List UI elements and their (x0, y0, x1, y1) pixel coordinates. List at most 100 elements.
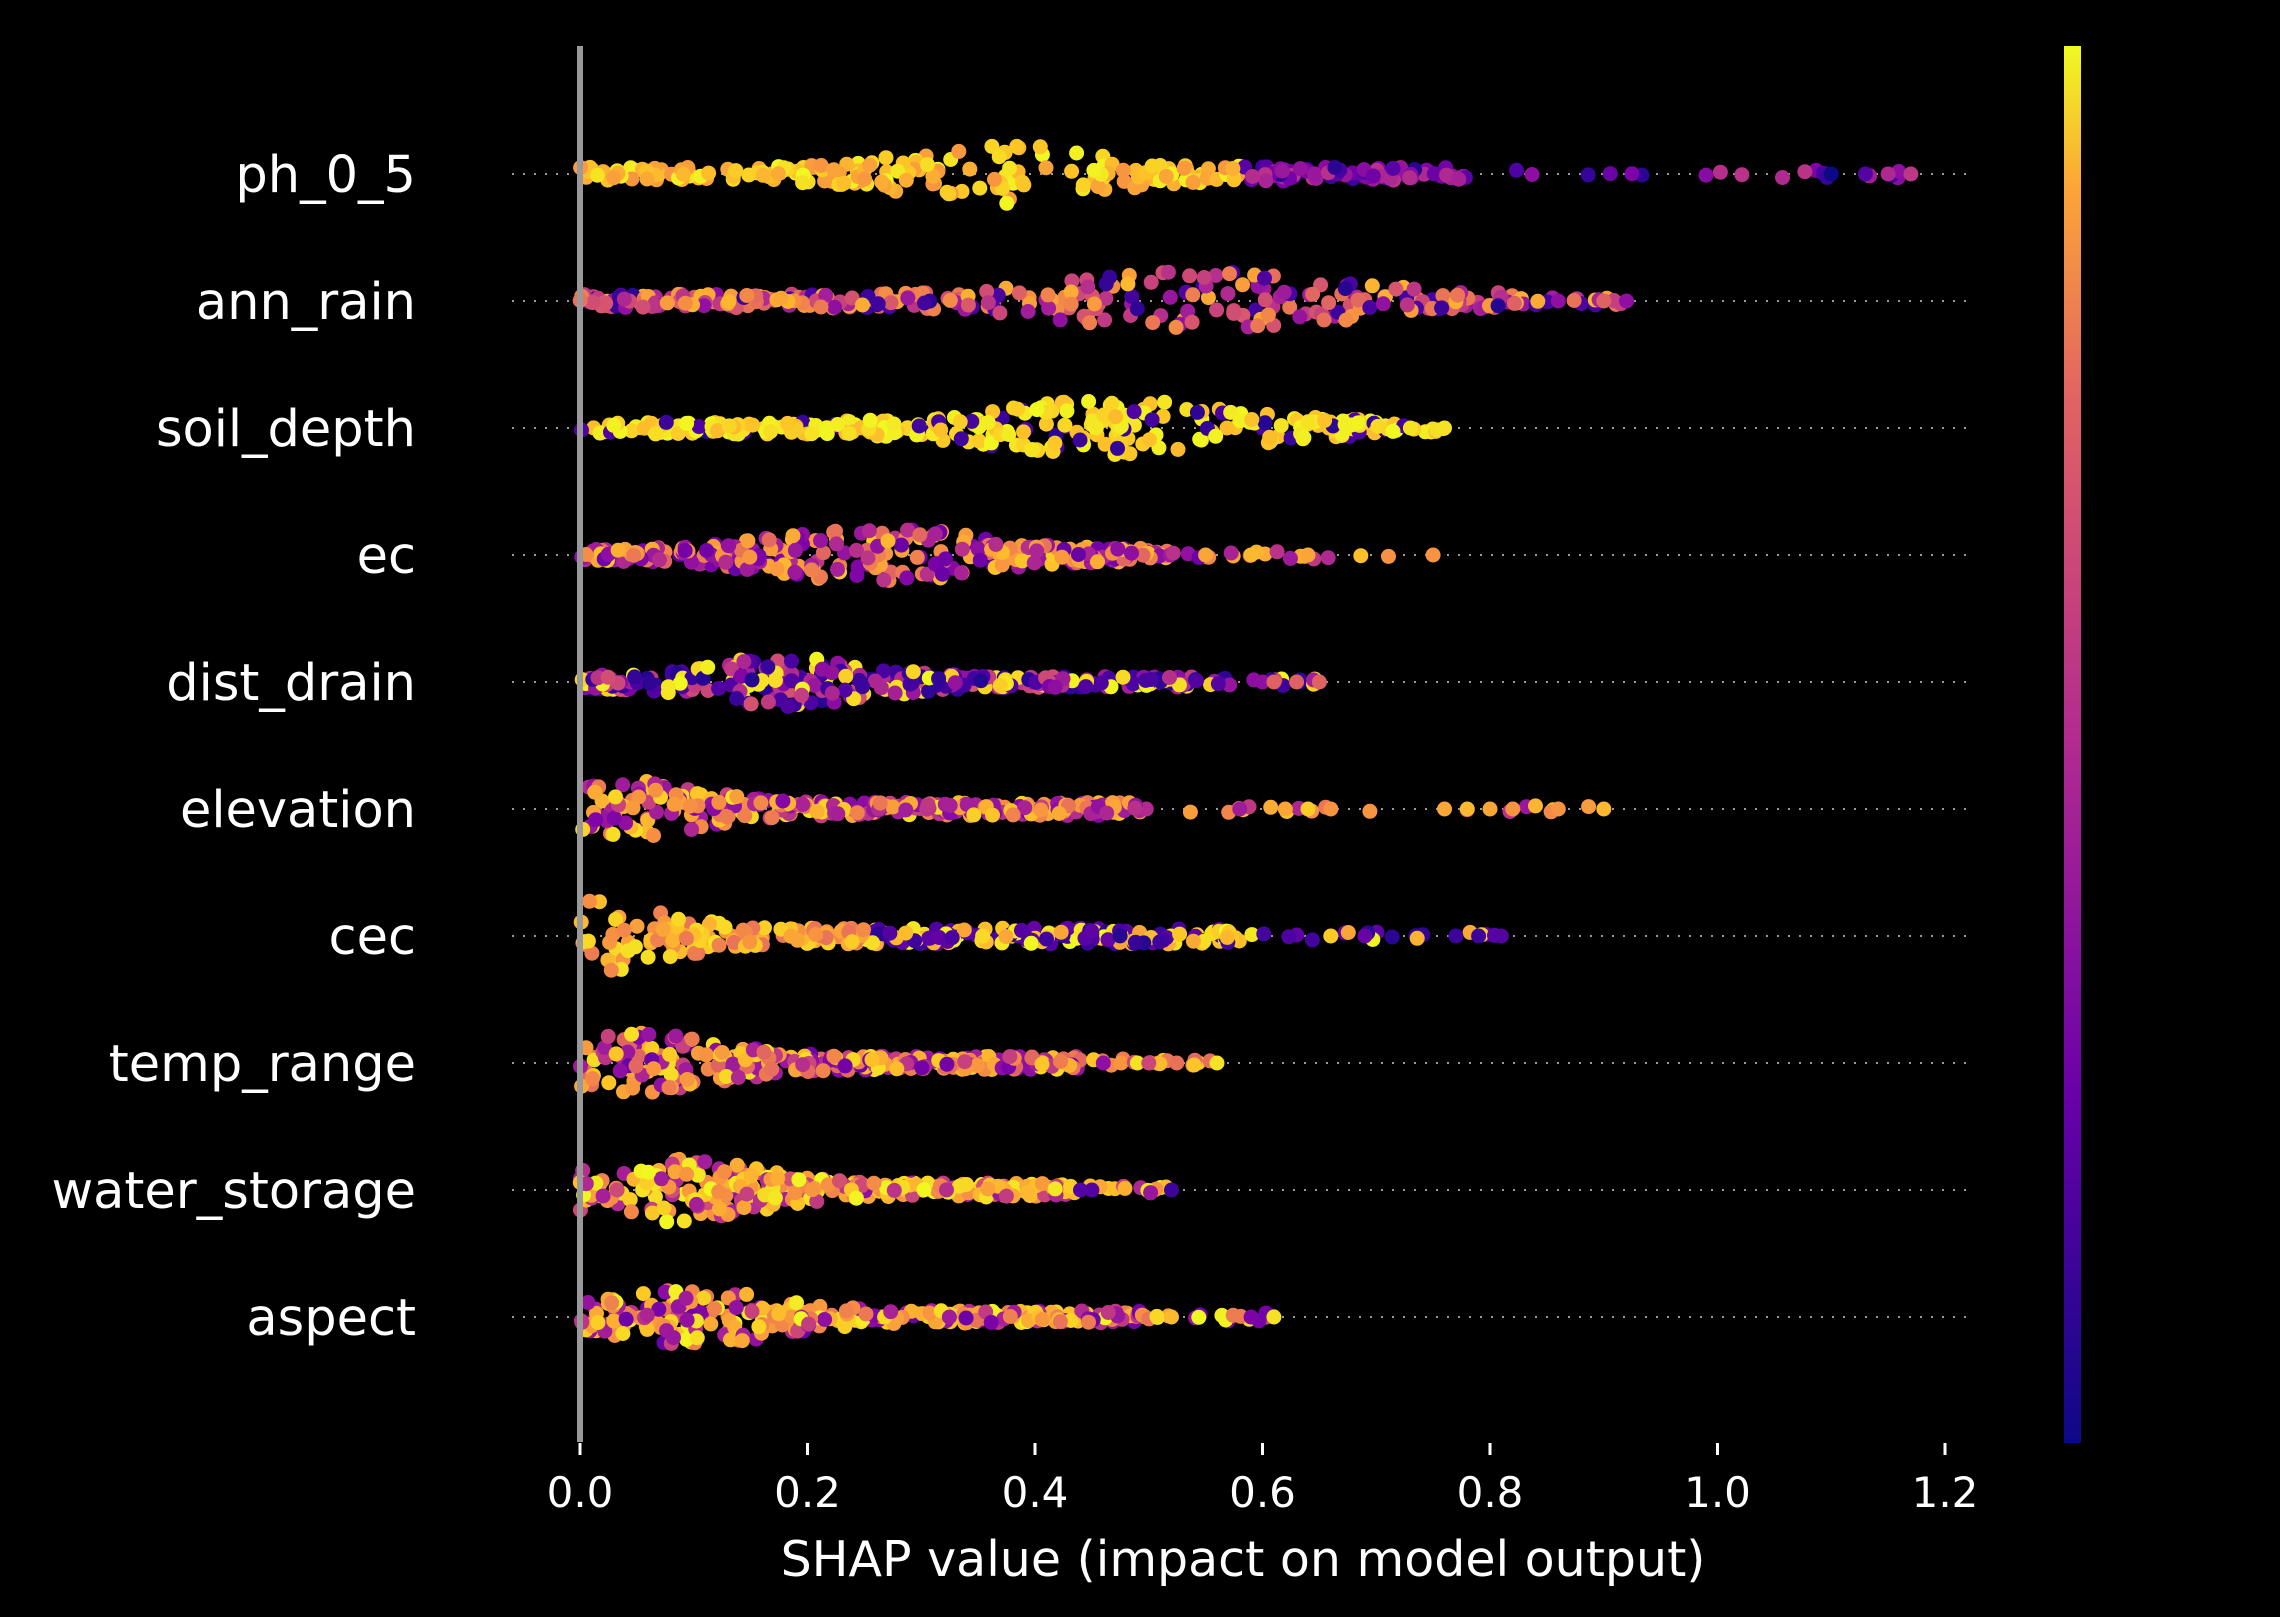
x-tick-label: 1.0 (1684, 1468, 1751, 1517)
shap-point-outlier (1277, 801, 1293, 817)
shap-point (679, 1072, 695, 1087)
shap-point (1602, 166, 1618, 182)
shap-point (721, 294, 737, 310)
shap-point (1016, 177, 1032, 193)
shap-point (862, 157, 878, 173)
x-tick-label: 0.8 (1457, 1468, 1524, 1517)
shap-point (711, 680, 727, 696)
shap-point (716, 1164, 732, 1180)
shap-point (1364, 278, 1380, 294)
shap-point (659, 295, 675, 311)
shap-point (1734, 167, 1750, 183)
shap-point (925, 168, 941, 184)
shap-point (1029, 543, 1045, 559)
shap-point (1053, 924, 1069, 940)
shap-point (1149, 1308, 1165, 1324)
shap-point (689, 1196, 704, 1212)
shap-point (1257, 292, 1273, 308)
shap-point (678, 930, 694, 946)
shap-point (1002, 1049, 1018, 1065)
shap-point (1002, 160, 1018, 176)
shap-point (866, 1175, 882, 1191)
shap-point (1168, 319, 1184, 335)
shap-point-outlier (1596, 293, 1612, 309)
shap-point (909, 549, 925, 565)
shap-point (743, 696, 759, 712)
beeswarm-row-ec (574, 522, 1441, 588)
shap-point (1023, 935, 1039, 951)
shap-point (725, 1056, 741, 1072)
shap-point (730, 1070, 746, 1085)
shap-point (1220, 286, 1236, 302)
shap-point (648, 782, 664, 798)
shap-point (1071, 547, 1086, 562)
shap-point (1088, 420, 1104, 436)
shap-point (953, 431, 969, 447)
shap-point (841, 426, 857, 441)
shap-point (689, 1330, 705, 1346)
shap-point (1135, 547, 1151, 563)
shap-point (815, 1063, 831, 1079)
shap-point (889, 1061, 905, 1077)
shap-point (646, 1061, 662, 1077)
shap-point (635, 299, 651, 315)
shap-point-outlier (1255, 674, 1270, 690)
shap-point (813, 158, 829, 173)
shap-point (1120, 276, 1136, 292)
shap-point (655, 922, 671, 937)
shap-point (1157, 394, 1173, 410)
shap-point (983, 1314, 999, 1330)
shap-point (785, 528, 801, 544)
shap-point-outlier (1243, 1309, 1259, 1325)
shap-point (1034, 1176, 1050, 1192)
shap-point (900, 290, 916, 306)
shap-point (883, 1304, 899, 1320)
shap-point (698, 1047, 714, 1063)
shap-point (1034, 1056, 1050, 1072)
shap-point (769, 561, 785, 577)
shap-point (857, 171, 872, 187)
shap-point (795, 1057, 811, 1073)
shap-point (1047, 435, 1063, 451)
shap-point (712, 1201, 727, 1217)
shap-point (1097, 312, 1113, 328)
shap-point (1160, 264, 1176, 280)
shap-point-outlier (1198, 547, 1214, 563)
shap-point (880, 533, 896, 549)
shap-point (600, 669, 616, 685)
shap-point (883, 295, 899, 311)
shap-point (641, 1164, 656, 1180)
shap-point (1350, 292, 1366, 308)
shap-point (636, 420, 652, 436)
feature-label-soil_depth: soil_depth (156, 400, 416, 459)
shap-point (999, 195, 1015, 211)
shap-point (701, 165, 717, 181)
shap-point (1014, 922, 1029, 938)
shap-point (1185, 933, 1201, 949)
shap-point (795, 797, 811, 812)
shap-point (603, 962, 619, 978)
shap-point (987, 171, 1002, 187)
shap-point (620, 943, 636, 959)
shap-point (753, 795, 769, 811)
shap-point (678, 1290, 694, 1306)
shap-point (660, 679, 676, 695)
shap-point (1158, 168, 1174, 184)
shap-point (1292, 161, 1308, 177)
shap-point-outlier (1300, 547, 1316, 563)
shap-point (1017, 800, 1033, 816)
shap-point (584, 945, 600, 961)
shap-point (595, 1188, 611, 1204)
shap-point (1320, 550, 1336, 566)
shap-point (783, 928, 799, 944)
shap-point (958, 1310, 974, 1326)
shap-point-outlier (1493, 928, 1509, 944)
shap-point (665, 933, 681, 948)
shap-point (1775, 170, 1790, 185)
shap-point-outlier (1437, 801, 1452, 817)
shap-point (867, 673, 883, 689)
shap-point (911, 418, 927, 434)
shap-point (1263, 799, 1279, 815)
shap-point (684, 821, 699, 837)
shap-point (780, 415, 796, 431)
